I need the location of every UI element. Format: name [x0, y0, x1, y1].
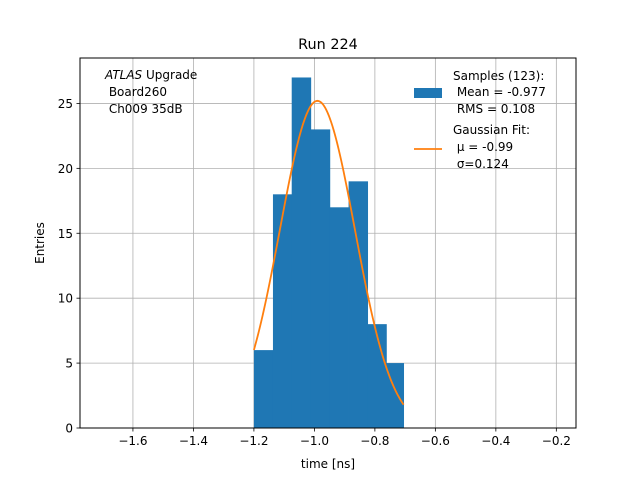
x-tick-label: −0.4: [481, 434, 510, 448]
legend-swatch-samples: [414, 88, 442, 98]
legend-fit-mu: μ = -0.99: [453, 140, 513, 154]
x-tick-label: −0.8: [360, 434, 389, 448]
annotation-board: Board260: [105, 85, 167, 99]
histogram-bar: [291, 77, 312, 428]
histogram-bars: [253, 77, 405, 428]
x-tick-label: −1.2: [239, 434, 268, 448]
histogram-bar: [329, 207, 349, 428]
legend-fit-sigma: σ=0.124: [453, 157, 509, 171]
annotation-atlas: ATLAS: [104, 68, 143, 82]
atlas-annotation: ATLAS Upgrade Board260 Ch009 35dB: [104, 68, 197, 116]
x-tick-label: −1.4: [179, 434, 208, 448]
y-tick-label: 15: [58, 227, 73, 241]
histogram-bar: [272, 194, 293, 428]
gaussian-fit-curve: [253, 99, 405, 406]
x-axis-ticks: −1.6 −1.4 −1.2 −1.0 −0.8 −0.6 −0.4 −0.2: [118, 428, 571, 448]
legend-fit-title: Gaussian Fit:: [453, 123, 530, 137]
y-tick-label: 20: [58, 162, 73, 176]
histogram-bar: [310, 129, 331, 428]
x-axis-label: time [ns]: [301, 457, 355, 471]
legend-samples-title: Samples (123):: [453, 69, 544, 83]
legend-samples-mean: Mean = -0.977: [453, 85, 546, 99]
x-tick-label: −0.2: [542, 434, 571, 448]
histogram-bar: [348, 181, 369, 428]
y-axis-label: Entries: [33, 222, 47, 264]
y-axis-ticks: 0 5 10 15 20 25: [58, 97, 80, 436]
legend: Samples (123): Mean = -0.977 RMS = 0.108…: [414, 69, 546, 171]
legend-samples-rms: RMS = 0.108: [453, 102, 535, 116]
plot-frame: [79, 57, 577, 429]
y-tick-label: 25: [58, 97, 73, 111]
histogram-bar: [253, 350, 274, 428]
y-tick-label: 0: [65, 422, 73, 436]
x-tick-label: −0.6: [421, 434, 450, 448]
histogram-bar: [367, 324, 387, 428]
annotation-upgrade: Upgrade: [142, 68, 197, 82]
annotation-channel: Ch009 35dB: [105, 102, 183, 116]
y-tick-label: 5: [65, 357, 73, 371]
chart-title: Run 224: [298, 37, 358, 53]
x-tick-label: −1.6: [118, 434, 147, 448]
y-tick-label: 10: [58, 292, 73, 306]
x-tick-label: −1.0: [300, 434, 329, 448]
annotation-line-1: ATLAS Upgrade: [104, 68, 197, 82]
